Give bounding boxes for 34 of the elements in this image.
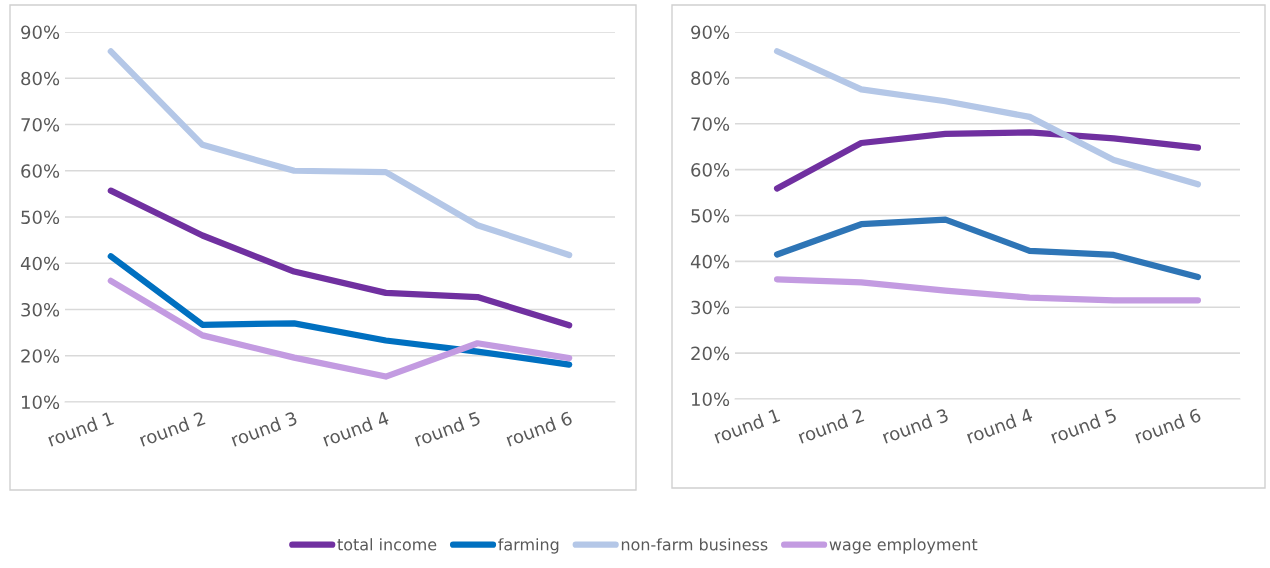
y-tick-label: 10% (21, 395, 60, 410)
x-tick-label: round 4 (965, 407, 1034, 444)
y-tick-label: 60% (691, 163, 730, 177)
y-tick-label: 30% (21, 302, 60, 317)
legend-label: non-farm business (621, 538, 768, 551)
y-tick-label: 20% (21, 349, 60, 363)
legend-label: farming (498, 538, 559, 554)
x-tick-label: round 3 (230, 410, 298, 447)
y-tick-label: 90% (691, 25, 730, 40)
y-tick-label: 80% (691, 71, 730, 85)
x-tick-label: round 6 (505, 410, 573, 447)
y-tick-label: 50% (21, 210, 60, 225)
y-tick-label: 40% (20, 256, 60, 271)
x-tick-label: round 1 (46, 410, 115, 447)
x-tick-label: round 2 (797, 407, 865, 444)
y-tick-label: 50% (691, 208, 730, 223)
x-tick-label: round 6 (1134, 407, 1202, 444)
x-tick-label: round 2 (138, 410, 206, 447)
y-tick-label: 90% (21, 25, 60, 40)
y-tick-label: 60% (21, 164, 60, 178)
legend-label: total income (337, 538, 437, 551)
x-tick-label: round 5 (413, 410, 481, 447)
y-tick-label: 20% (691, 346, 730, 361)
y-tick-label: 70% (21, 117, 60, 132)
x-tick-label: round 5 (1049, 407, 1118, 444)
x-tick-label: round 4 (321, 410, 390, 447)
y-tick-label: 40% (690, 254, 730, 269)
y-tick-label: 30% (691, 300, 730, 315)
legend-label: wage employment (829, 538, 978, 554)
y-tick-label: 10% (691, 392, 730, 407)
x-tick-label: round 3 (881, 407, 949, 444)
x-tick-label: round 1 (713, 407, 781, 444)
y-tick-label: 70% (691, 117, 730, 131)
y-tick-label: 80% (21, 71, 60, 86)
